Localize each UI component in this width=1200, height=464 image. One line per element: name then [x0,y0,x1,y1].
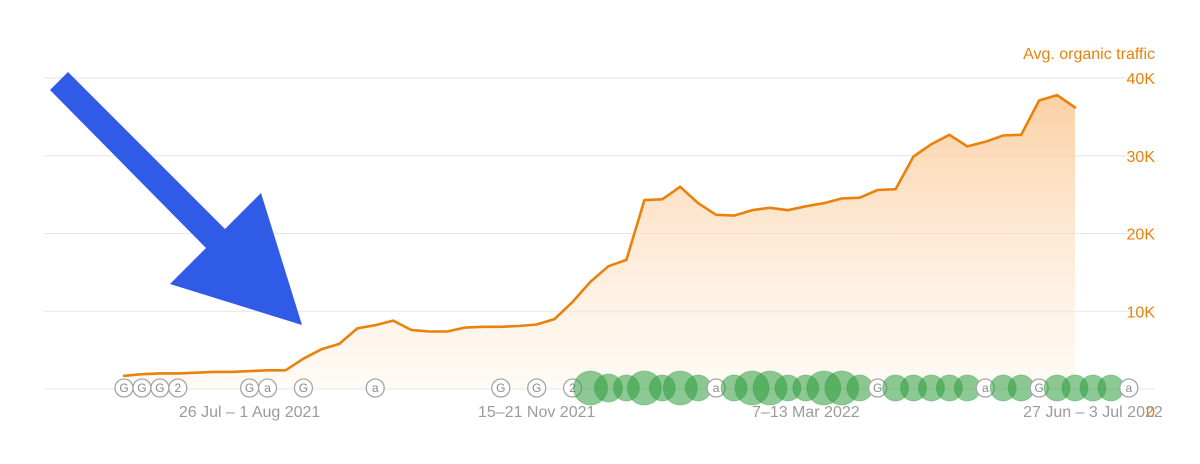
x-tick-label: 27 Jun – 3 Jul 2022 [1023,404,1163,421]
event-marker-letter: G [532,381,541,395]
event-marker-letter: G [1034,381,1043,395]
event-marker-grey[interactable]: 2 [168,378,188,398]
event-marker-letter: a [372,381,379,395]
event-marker-grey[interactable]: G [150,378,170,398]
event-marker-letter: G [155,381,164,395]
series-line [122,93,1077,378]
event-marker-letter: a [1125,381,1132,395]
y-tick-label: 0 [1146,404,1155,421]
area-fill [124,95,1075,389]
event-marker-letter: 2 [569,381,576,395]
y-tick-label: 40K [1127,71,1156,88]
series-title: Avg. organic traffic [1023,46,1155,63]
event-marker-letter: G [137,381,146,395]
event-marker-grey[interactable]: G [132,378,152,398]
event-marker-grey[interactable]: G [527,378,547,398]
event-marker-grey[interactable]: G [293,378,314,398]
x-tick-label: 15–21 Nov 2021 [478,404,596,421]
event-marker-letter: a [264,381,271,395]
event-marker-letter: a [713,381,720,395]
event-marker-grey[interactable]: G [491,378,511,398]
event-marker-grey[interactable]: G [867,378,888,398]
y-tick-label: 10K [1127,304,1156,321]
event-marker-grey[interactable]: a [257,378,278,398]
x-tick-label: 26 Jul – 1 Aug 2021 [179,404,321,421]
event-marker-letter: G [245,381,254,395]
event-marker-grey[interactable]: a [365,378,385,398]
x-axis-ticks: 26 Jul – 1 Aug 2021 15–21 Nov 2021 7–13 Ma… [179,404,1163,421]
event-marker-letter: G [119,381,128,395]
event-marker-letter: a [982,381,989,395]
event-marker-letter: 2 [174,381,181,395]
x-tick-label: 7–13 Mar 2022 [752,404,860,421]
event-marker-grey[interactable]: G [114,378,134,398]
event-marker-letter: G [496,381,505,395]
event-marker-grey[interactable]: a [1119,378,1139,398]
traffic-line [122,93,1077,378]
y-tick-label: 30K [1127,149,1156,166]
event-marker-letter: G [873,381,882,395]
y-axis-ticks: 0 10K 20K 30K 40K [1127,71,1156,421]
area-fill-shape [124,95,1075,389]
y-tick-label: 20K [1127,227,1156,244]
event-marker-grey[interactable]: G [239,378,260,398]
event-marker-letter: G [299,381,308,395]
pointer-arrow [50,72,302,325]
annotation-arrow [50,72,302,325]
